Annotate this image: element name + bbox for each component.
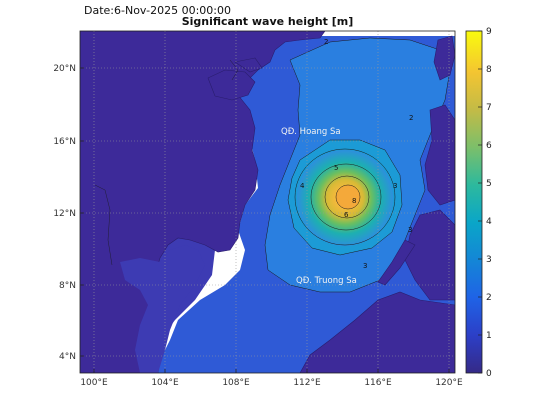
- contour-label-8: 3: [408, 226, 412, 234]
- gulf-of-thailand: [120, 245, 205, 373]
- colorbar-tick-label: 8: [486, 65, 492, 75]
- colorbar-tick-label: 5: [486, 179, 492, 189]
- map-axes-frame: [79, 30, 456, 374]
- lon-label: 120°E: [435, 378, 463, 388]
- lon-label: 100°E: [80, 378, 108, 388]
- colorbar-tick-label: 2: [486, 293, 492, 303]
- map-grid: [80, 31, 455, 373]
- storm-eye: [336, 185, 360, 209]
- contour-label-5: 6: [344, 211, 349, 219]
- lon-label: 104°E: [151, 378, 179, 388]
- lat-label: 12°N: [53, 209, 76, 219]
- land-leizhou: [234, 57, 263, 73]
- colorbar-tick-label: 1: [486, 331, 492, 341]
- colorbar-tick-label: 0: [486, 369, 492, 379]
- contour-label-6: 8: [352, 197, 356, 205]
- lon-label: 112°E: [293, 378, 321, 388]
- contour-label-1: 2: [409, 114, 413, 122]
- lat-label: 4°N: [59, 352, 76, 362]
- colorbar-tick-label: 4: [486, 217, 492, 227]
- contour-label-4: 5: [334, 164, 338, 172]
- land-palawan: [377, 239, 416, 286]
- lat-label: 20°N: [53, 64, 76, 74]
- land-hainan: [207, 69, 256, 101]
- lon-labels: 100°E 104°E 108°E 112°E 116°E 120°E: [80, 378, 463, 388]
- land-luzon: [424, 104, 455, 206]
- colorbar: [465, 30, 483, 374]
- chart-title: Significant wave height [m]: [181, 15, 354, 28]
- colorbar-tick-label: 3: [486, 255, 492, 265]
- axis-ticks: [80, 67, 450, 373]
- colorbar-ticks: 0 1 2 3 4 5 6 7 8 9: [478, 27, 492, 379]
- lon-label: 108°E: [222, 378, 250, 388]
- date-stamp: Date:6-Nov-2025 00:00:00: [84, 4, 232, 17]
- contour-label-9: 2: [324, 38, 328, 46]
- contour-label-7: 3: [363, 262, 367, 270]
- contour-label-3: 4: [300, 182, 305, 190]
- lat-label: 16°N: [53, 137, 76, 147]
- land-borneo: [299, 291, 455, 373]
- map-content: QĐ. Hoang Sa QĐ. Truong Sa 2 3 4 5 6 8 3…: [80, 31, 455, 373]
- coastal-contours: [94, 59, 239, 266]
- contour-label-2: 3: [393, 182, 397, 190]
- lat-label: 8°N: [59, 281, 76, 291]
- label-truong-sa: QĐ. Truong Sa: [296, 276, 357, 286]
- lat-labels: 20°N 16°N 12°N 8°N 4°N: [53, 64, 76, 362]
- colorbar-tick-label: 9: [486, 27, 492, 37]
- lon-label: 116°E: [364, 378, 392, 388]
- colorbar-tick-label: 6: [486, 141, 492, 151]
- colorbar-tick-label: 7: [486, 103, 492, 113]
- label-hoang-sa: QĐ. Hoang Sa: [281, 127, 341, 137]
- land-taiwan: [433, 35, 455, 81]
